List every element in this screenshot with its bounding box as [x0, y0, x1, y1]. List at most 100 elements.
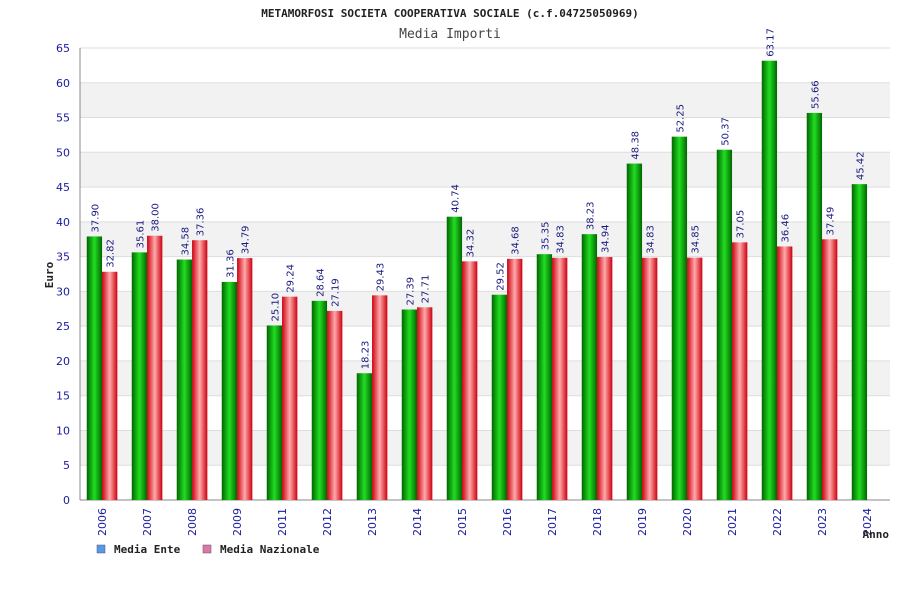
y-tick-label: 30 — [56, 285, 70, 298]
bar-media-nazionale-2012 — [327, 310, 343, 500]
y-tick-label: 0 — [63, 494, 70, 507]
y-tick-label: 25 — [56, 320, 70, 333]
value-label: 31.36 — [225, 249, 236, 278]
value-label: 34.58 — [180, 227, 191, 256]
bar-media-nazionale-2007 — [147, 235, 163, 500]
value-label: 27.71 — [421, 275, 432, 304]
x-axis-ticks: 2006 2007 2008 2009 2011 2012 2013 2014 2015 2016… — [96, 508, 874, 536]
bar-media-nazionale-2011 — [282, 296, 298, 500]
x-tick-label: 2019 — [636, 508, 649, 536]
x-tick-label: 2017 — [546, 508, 559, 536]
plot-background — [80, 82, 890, 466]
bar-media-nazionale-2016 — [507, 258, 523, 500]
value-label: 29.43 — [376, 263, 387, 292]
grid-band — [80, 221, 890, 257]
legend-swatch-media-nazionale — [202, 544, 212, 554]
x-tick-label: 2020 — [681, 508, 694, 536]
bar-media-nazionale-2018 — [597, 257, 613, 500]
y-tick-label: 45 — [56, 181, 70, 194]
bar-media-ente-2013 — [356, 373, 373, 500]
x-tick-label: 2013 — [366, 508, 379, 536]
x-tick-label: 2016 — [501, 508, 514, 536]
value-label: 63.17 — [765, 28, 776, 57]
bar-media-ente-2015 — [446, 216, 463, 500]
value-label: 27.19 — [331, 278, 342, 307]
grid-band — [80, 152, 890, 188]
y-tick-label: 55 — [56, 112, 70, 125]
bar-media-ente-2017 — [536, 254, 553, 500]
x-axis-title: Anno — [863, 528, 890, 541]
bar-media-nazionale-2021 — [732, 242, 748, 501]
bar-media-nazionale-2020 — [687, 257, 703, 500]
value-label: 35.61 — [135, 220, 146, 249]
x-tick-label: 2018 — [591, 508, 604, 536]
value-label: 18.23 — [360, 341, 371, 370]
bar-media-nazionale-2015 — [462, 261, 478, 500]
value-label: 35.35 — [540, 222, 551, 251]
grid-band — [80, 82, 890, 118]
bar-media-nazionale-2019 — [642, 257, 658, 500]
value-label: 37.05 — [736, 210, 747, 239]
x-tick-label: 2006 — [96, 508, 109, 536]
value-label: 34.94 — [601, 224, 612, 253]
x-tick-label: 2024 — [861, 508, 874, 536]
y-axis-ticks: 0 5 10 15 20 25 30 35 40 45 50 55 60 65 — [56, 42, 70, 507]
value-label: 34.85 — [691, 225, 702, 254]
bar-media-ente-2009 — [221, 281, 238, 500]
bar-media-ente-2014 — [401, 309, 418, 500]
value-label: 37.36 — [196, 208, 207, 237]
value-label: 38.00 — [151, 203, 162, 232]
value-label: 40.74 — [450, 184, 461, 213]
x-tick-label: 2022 — [771, 508, 784, 536]
y-tick-label: 65 — [56, 42, 70, 55]
bar-media-nazionale-2023 — [822, 239, 838, 501]
x-tick-label: 2008 — [186, 508, 199, 536]
bar-media-nazionale-2013 — [372, 295, 388, 500]
value-label: 34.83 — [556, 225, 567, 254]
value-label: 34.68 — [511, 226, 522, 255]
y-tick-label: 50 — [56, 146, 70, 159]
y-tick-label: 35 — [56, 251, 70, 264]
value-label: 36.46 — [781, 214, 792, 243]
value-labels: 37.90 32.82 35.61 38.00 34.58 37.36 31.36 34.79… — [90, 28, 866, 369]
bar-media-ente-2011 — [266, 325, 283, 500]
bar-media-ente-2022 — [761, 60, 778, 501]
bar-media-nazionale-2014 — [417, 307, 433, 500]
grid-band — [80, 430, 890, 466]
legend: Media Ente Media Nazionale — [96, 543, 320, 556]
x-tick-label: 2009 — [231, 508, 244, 536]
y-tick-label: 10 — [56, 424, 70, 437]
bar-media-ente-2016 — [491, 294, 508, 500]
grid-band — [80, 291, 890, 327]
x-tick-label: 2021 — [726, 508, 739, 536]
value-label: 55.66 — [810, 80, 821, 109]
y-tick-label: 40 — [56, 216, 70, 229]
chart-title: METAMORFOSI SOCIETA COOPERATIVA SOCIALE … — [261, 7, 639, 20]
x-tick-label: 2007 — [141, 508, 154, 536]
value-label: 34.83 — [646, 225, 657, 254]
bar-media-ente-2018 — [581, 234, 598, 500]
value-label: 34.32 — [466, 229, 477, 258]
bar-media-ente-2008 — [176, 259, 193, 500]
y-tick-label: 20 — [56, 355, 70, 368]
bar-media-ente-2023 — [806, 112, 823, 501]
bar-media-nazionale-2022 — [777, 246, 793, 500]
legend-swatch-media-ente — [96, 544, 106, 554]
y-tick-label: 60 — [56, 77, 70, 90]
value-label: 52.25 — [675, 104, 686, 133]
grid-band — [80, 360, 890, 396]
bar-media-nazionale-2008 — [192, 240, 208, 500]
value-label: 48.38 — [630, 131, 641, 160]
y-tick-label: 5 — [63, 459, 70, 472]
bar-media-ente-2007 — [131, 252, 148, 500]
bar-media-ente-2024 — [851, 184, 868, 500]
x-tick-label: 2015 — [456, 508, 469, 536]
y-tick-label: 15 — [56, 390, 70, 403]
bar-media-nazionale-2006 — [102, 271, 118, 500]
value-label: 50.37 — [720, 117, 731, 146]
value-label: 29.52 — [495, 262, 506, 291]
bars — [86, 60, 868, 501]
value-label: 37.90 — [90, 204, 101, 233]
bar-media-ente-2012 — [311, 300, 328, 500]
